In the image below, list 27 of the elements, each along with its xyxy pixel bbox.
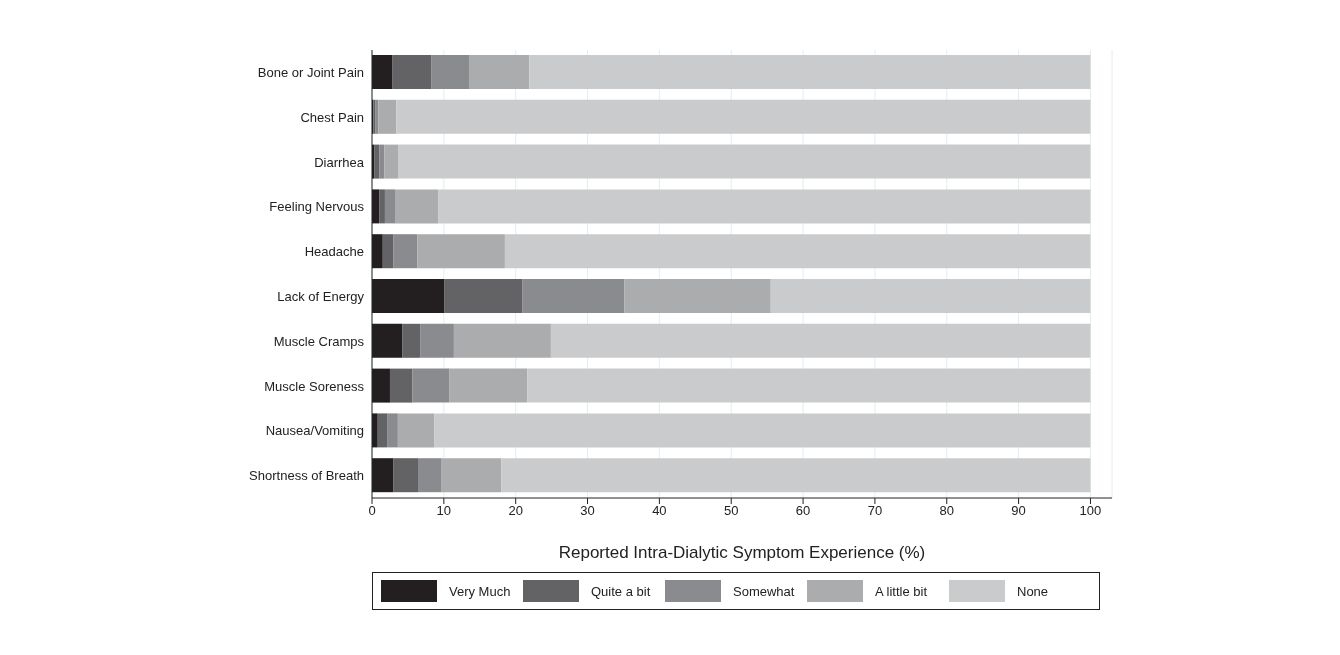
x-tick-label: 80 [939,503,954,519]
y-tick-label: Chest Pain [300,109,364,125]
y-tick-label: Shortness of Breath [249,468,364,484]
y-tick-label: Headache [304,244,364,260]
x-tick-label: 0 [368,503,376,519]
x-axis-title: Reported Intra-Dialytic Symptom Experience (%) [558,543,926,562]
x-tick-label: 90 [1011,503,1026,519]
legend-label: Quite a bit [591,583,651,599]
x-tick-label: 50 [723,503,739,519]
x-tick-label: 60 [795,503,811,519]
y-tick-label: Muscle Cramps [273,333,365,349]
x-tick-label: 70 [867,503,883,519]
y-tick-label: Diarrhea [314,154,365,170]
x-tick-label: 30 [580,503,595,519]
x-tick-label: 20 [508,503,523,519]
y-tick-label: Nausea/Vomiting [265,423,364,439]
legend-label: Somewhat [733,583,795,599]
y-tick-label: Bone or Joint Pain [257,65,364,81]
y-tick-label: Feeling Nervous [269,199,365,215]
y-tick-label: Lack of Energy [277,289,365,305]
legend-label: Very Much [449,583,511,599]
x-tick-label: 40 [652,503,667,519]
legend-label: A little bit [875,583,928,599]
legend-label: None [1017,583,1049,599]
y-tick-label: Muscle Soreness [264,378,365,394]
x-tick-label: 10 [436,503,452,519]
x-tick-label: 100 [1079,503,1102,519]
